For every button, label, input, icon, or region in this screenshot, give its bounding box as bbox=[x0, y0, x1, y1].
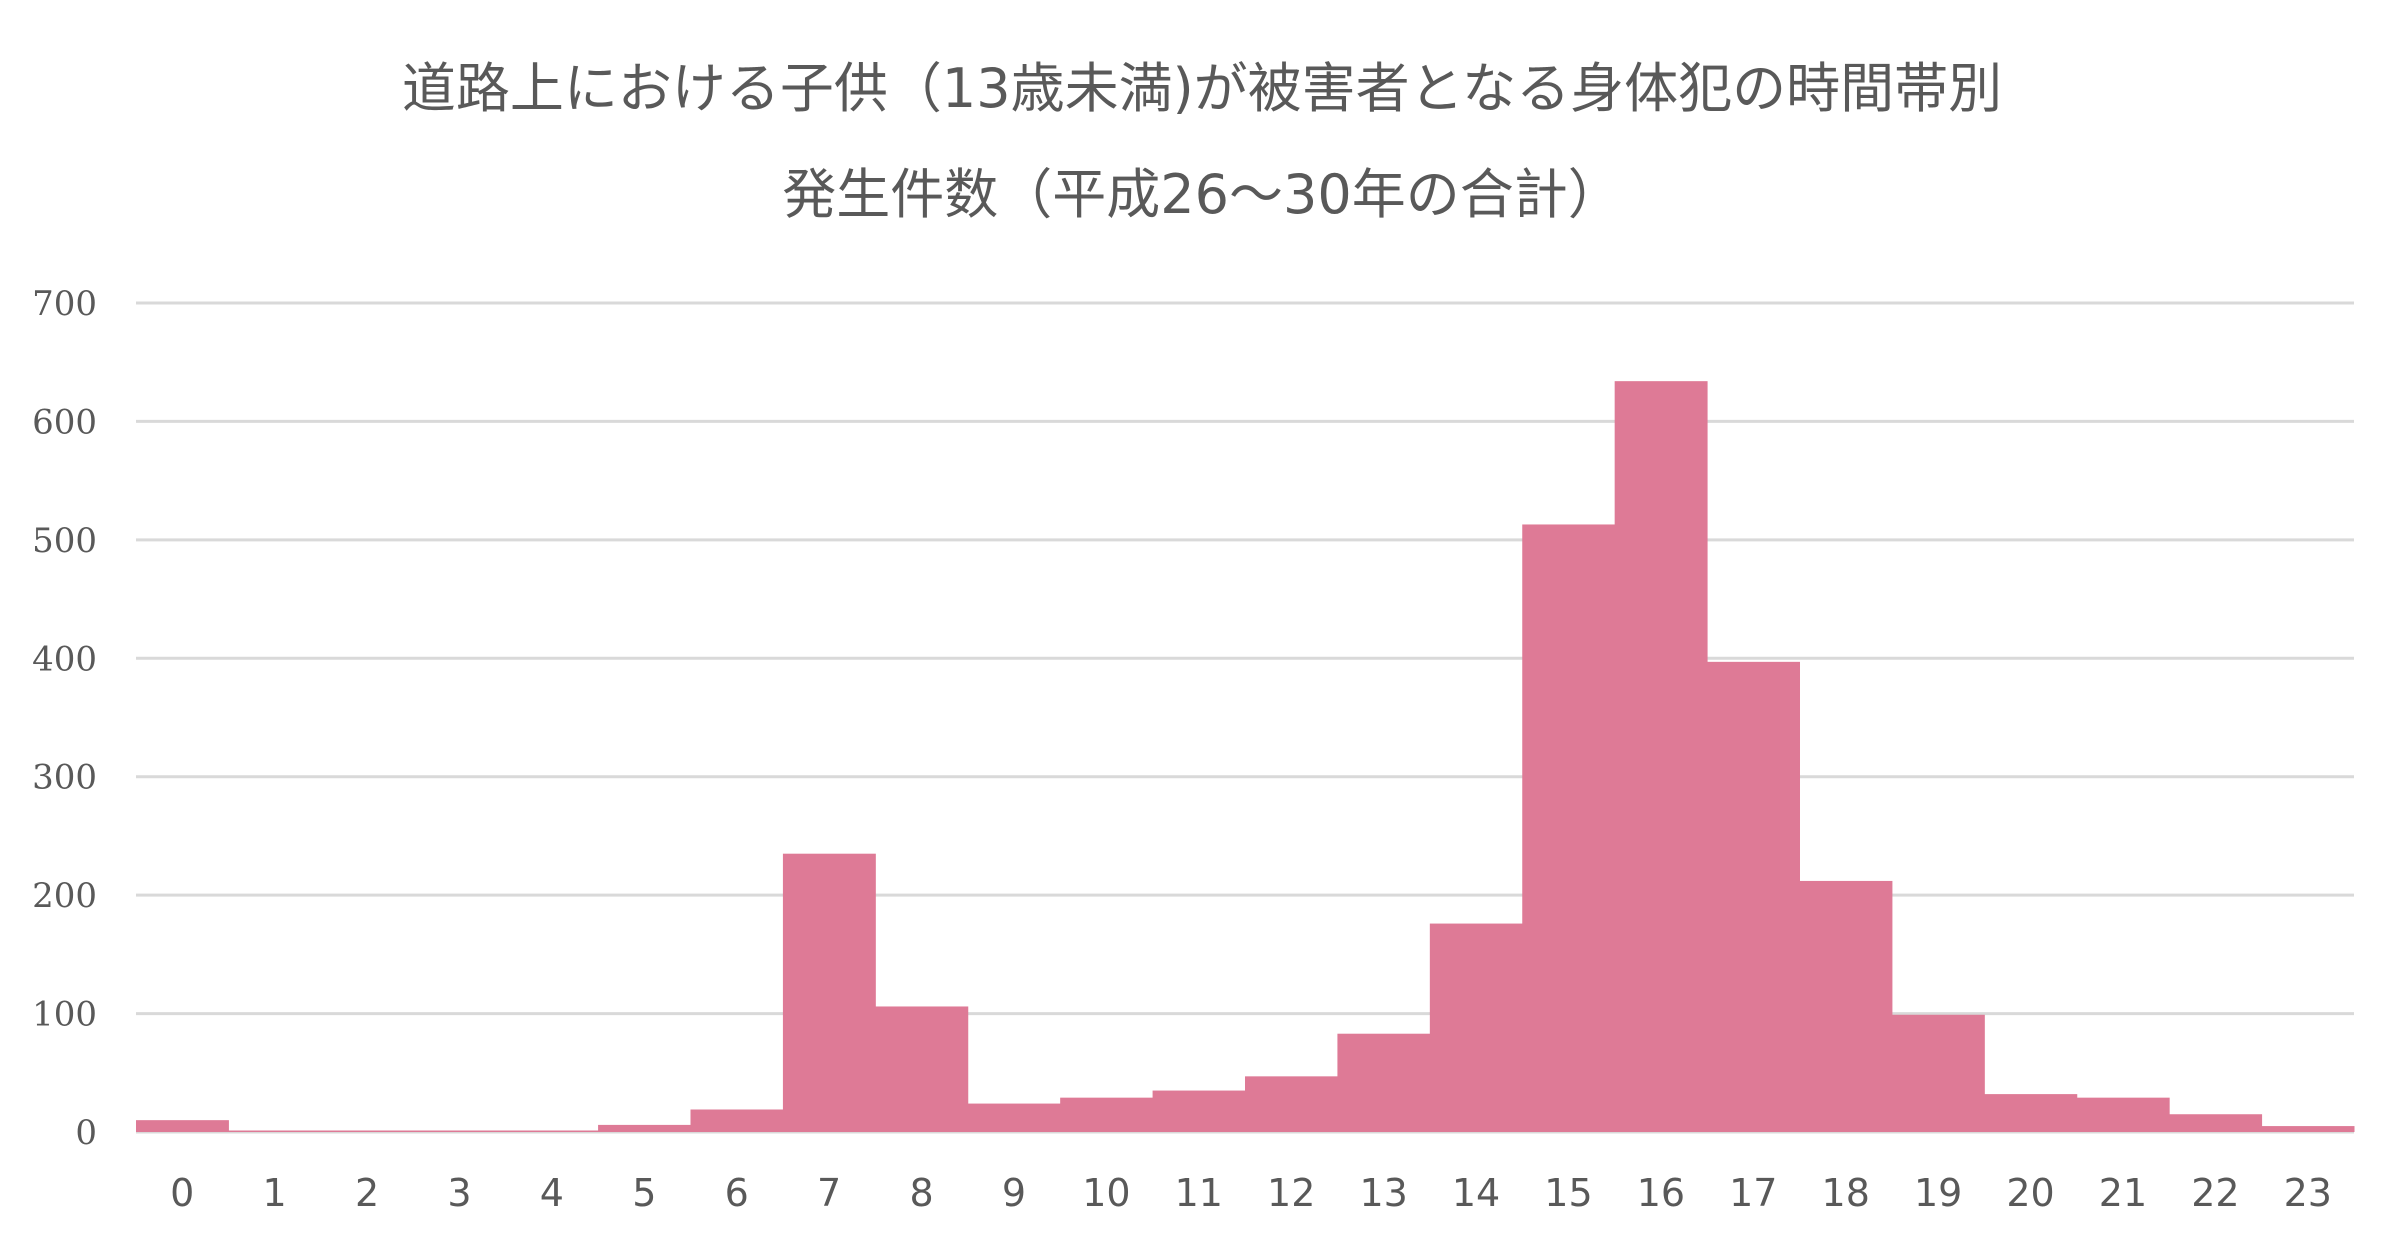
x-tick-label: 21 bbox=[2099, 1171, 2147, 1215]
bar-hour-4 bbox=[505, 1130, 599, 1132]
x-tick-label: 16 bbox=[1637, 1171, 1685, 1215]
x-tick-label: 18 bbox=[1822, 1171, 1870, 1215]
bar-hour-21 bbox=[2076, 1097, 2170, 1132]
bar-hour-8 bbox=[875, 1006, 969, 1132]
y-tick-label: 0 bbox=[75, 1113, 97, 1153]
x-tick-label: 19 bbox=[1914, 1171, 1962, 1215]
x-tick-label: 20 bbox=[2006, 1171, 2054, 1215]
x-axis-labels: 0 1 2 3 4 5 6 7 8 9 10 11 12 13 14 15 16 17 18 19 20 21 22 23 bbox=[170, 1171, 2332, 1215]
bar-hour-12 bbox=[1245, 1076, 1338, 1132]
bar-hour-23 bbox=[2261, 1126, 2355, 1132]
x-tick-label: 5 bbox=[632, 1171, 656, 1215]
bar-hour-20 bbox=[1984, 1094, 2078, 1132]
bar-hour-11 bbox=[1152, 1090, 1246, 1132]
gridlines bbox=[136, 301, 2354, 1134]
bar-hour-18 bbox=[1799, 880, 1893, 1132]
x-tick-label: 4 bbox=[540, 1171, 564, 1215]
x-tick-label: 8 bbox=[909, 1171, 933, 1215]
bar-hour-7 bbox=[782, 853, 876, 1132]
x-tick-label: 12 bbox=[1267, 1171, 1315, 1215]
bar-hour-16 bbox=[1614, 381, 1708, 1133]
x-tick-label: 1 bbox=[263, 1171, 287, 1215]
x-tick-label: 22 bbox=[2191, 1171, 2239, 1215]
y-axis-labels: 0 100 200 300 400 500 600 700 bbox=[32, 284, 97, 1153]
bar-hour-10 bbox=[1060, 1097, 1154, 1132]
bar-hour-3 bbox=[413, 1130, 507, 1132]
x-tick-label: 15 bbox=[1544, 1171, 1592, 1215]
x-tick-label: 23 bbox=[2284, 1171, 2332, 1215]
bar-hour-19 bbox=[1891, 1014, 1985, 1132]
x-tick-label: 11 bbox=[1175, 1171, 1223, 1215]
bar-hour-5 bbox=[598, 1124, 691, 1132]
x-tick-label: 0 bbox=[170, 1171, 194, 1215]
bar-hour-22 bbox=[2169, 1114, 2263, 1132]
bar-hour-1 bbox=[228, 1130, 322, 1132]
y-tick-label: 600 bbox=[32, 402, 97, 442]
bar-hour-13 bbox=[1337, 1033, 1431, 1132]
y-tick-label: 500 bbox=[32, 521, 97, 561]
bars bbox=[136, 381, 2355, 1133]
y-tick-label: 300 bbox=[32, 758, 97, 798]
bar-hour-17 bbox=[1707, 661, 1800, 1132]
x-tick-label: 3 bbox=[447, 1171, 471, 1215]
bar-hour-9 bbox=[967, 1103, 1061, 1132]
y-tick-label: 700 bbox=[32, 284, 97, 324]
chart-title-line2: 発生件数（平成26～30年の合計） bbox=[782, 163, 1622, 226]
x-tick-label: 2 bbox=[355, 1171, 379, 1215]
y-tick-label: 100 bbox=[32, 995, 97, 1035]
chart-title-line1: 道路上における子供（13歳未満)が被害者となる身体犯の時間帯別 bbox=[401, 57, 2003, 120]
bar-hour-14 bbox=[1429, 923, 1523, 1132]
bar-hour-2 bbox=[320, 1130, 414, 1132]
x-tick-label: 10 bbox=[1082, 1171, 1130, 1215]
y-tick-label: 200 bbox=[32, 876, 97, 916]
bar-hour-6 bbox=[690, 1109, 784, 1132]
x-tick-label: 9 bbox=[1002, 1171, 1026, 1215]
x-tick-label: 7 bbox=[817, 1171, 841, 1215]
x-tick-label: 14 bbox=[1452, 1171, 1500, 1215]
x-tick-label: 6 bbox=[725, 1171, 749, 1215]
x-tick-label: 13 bbox=[1359, 1171, 1407, 1215]
x-tick-label: 17 bbox=[1729, 1171, 1777, 1215]
y-tick-label: 400 bbox=[32, 639, 97, 679]
bar-hour-0 bbox=[136, 1120, 229, 1132]
bar-hour-15 bbox=[1522, 524, 1616, 1132]
